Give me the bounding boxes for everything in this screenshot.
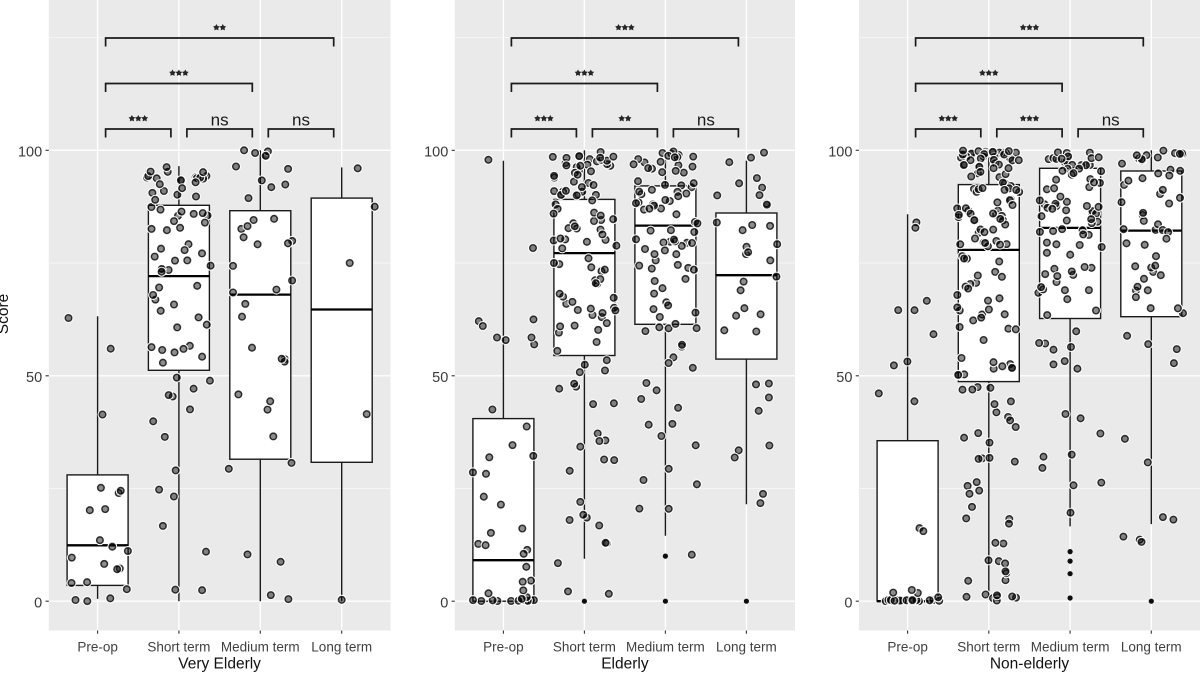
svg-text:Pre-op: Pre-op <box>77 640 118 655</box>
svg-text:50: 50 <box>836 370 852 386</box>
svg-text:Medium term: Medium term <box>1031 640 1110 655</box>
svg-text:Pre-op: Pre-op <box>887 640 928 655</box>
svg-text:50: 50 <box>432 370 448 386</box>
svg-text:Medium term: Medium term <box>221 640 300 655</box>
svg-text:Non-elderly: Non-elderly <box>990 656 1070 673</box>
svg-text:0: 0 <box>844 595 852 611</box>
svg-text:Pre-op: Pre-op <box>483 640 524 655</box>
svg-text:ns: ns <box>211 111 229 130</box>
svg-text:ns: ns <box>1102 111 1120 130</box>
svg-text:50: 50 <box>26 370 42 386</box>
svg-text:Medium term: Medium term <box>626 640 705 655</box>
svg-text:100: 100 <box>18 145 42 161</box>
svg-text:Very Elderly: Very Elderly <box>178 656 261 673</box>
svg-text:Short term: Short term <box>957 640 1020 655</box>
svg-text:Short term: Short term <box>553 640 616 655</box>
svg-text:0: 0 <box>440 595 448 611</box>
svg-text:ns: ns <box>292 111 310 130</box>
svg-text:Elderly: Elderly <box>601 656 649 673</box>
svg-text:Long term: Long term <box>1121 640 1182 655</box>
svg-text:0: 0 <box>34 595 42 611</box>
svg-text:100: 100 <box>828 145 852 161</box>
svg-text:Short term: Short term <box>147 640 210 655</box>
svg-text:100: 100 <box>424 145 448 161</box>
svg-text:Long term: Long term <box>716 640 777 655</box>
svg-text:ns: ns <box>697 111 715 130</box>
svg-text:Score: Score <box>0 294 12 335</box>
svg-text:Long term: Long term <box>311 640 372 655</box>
